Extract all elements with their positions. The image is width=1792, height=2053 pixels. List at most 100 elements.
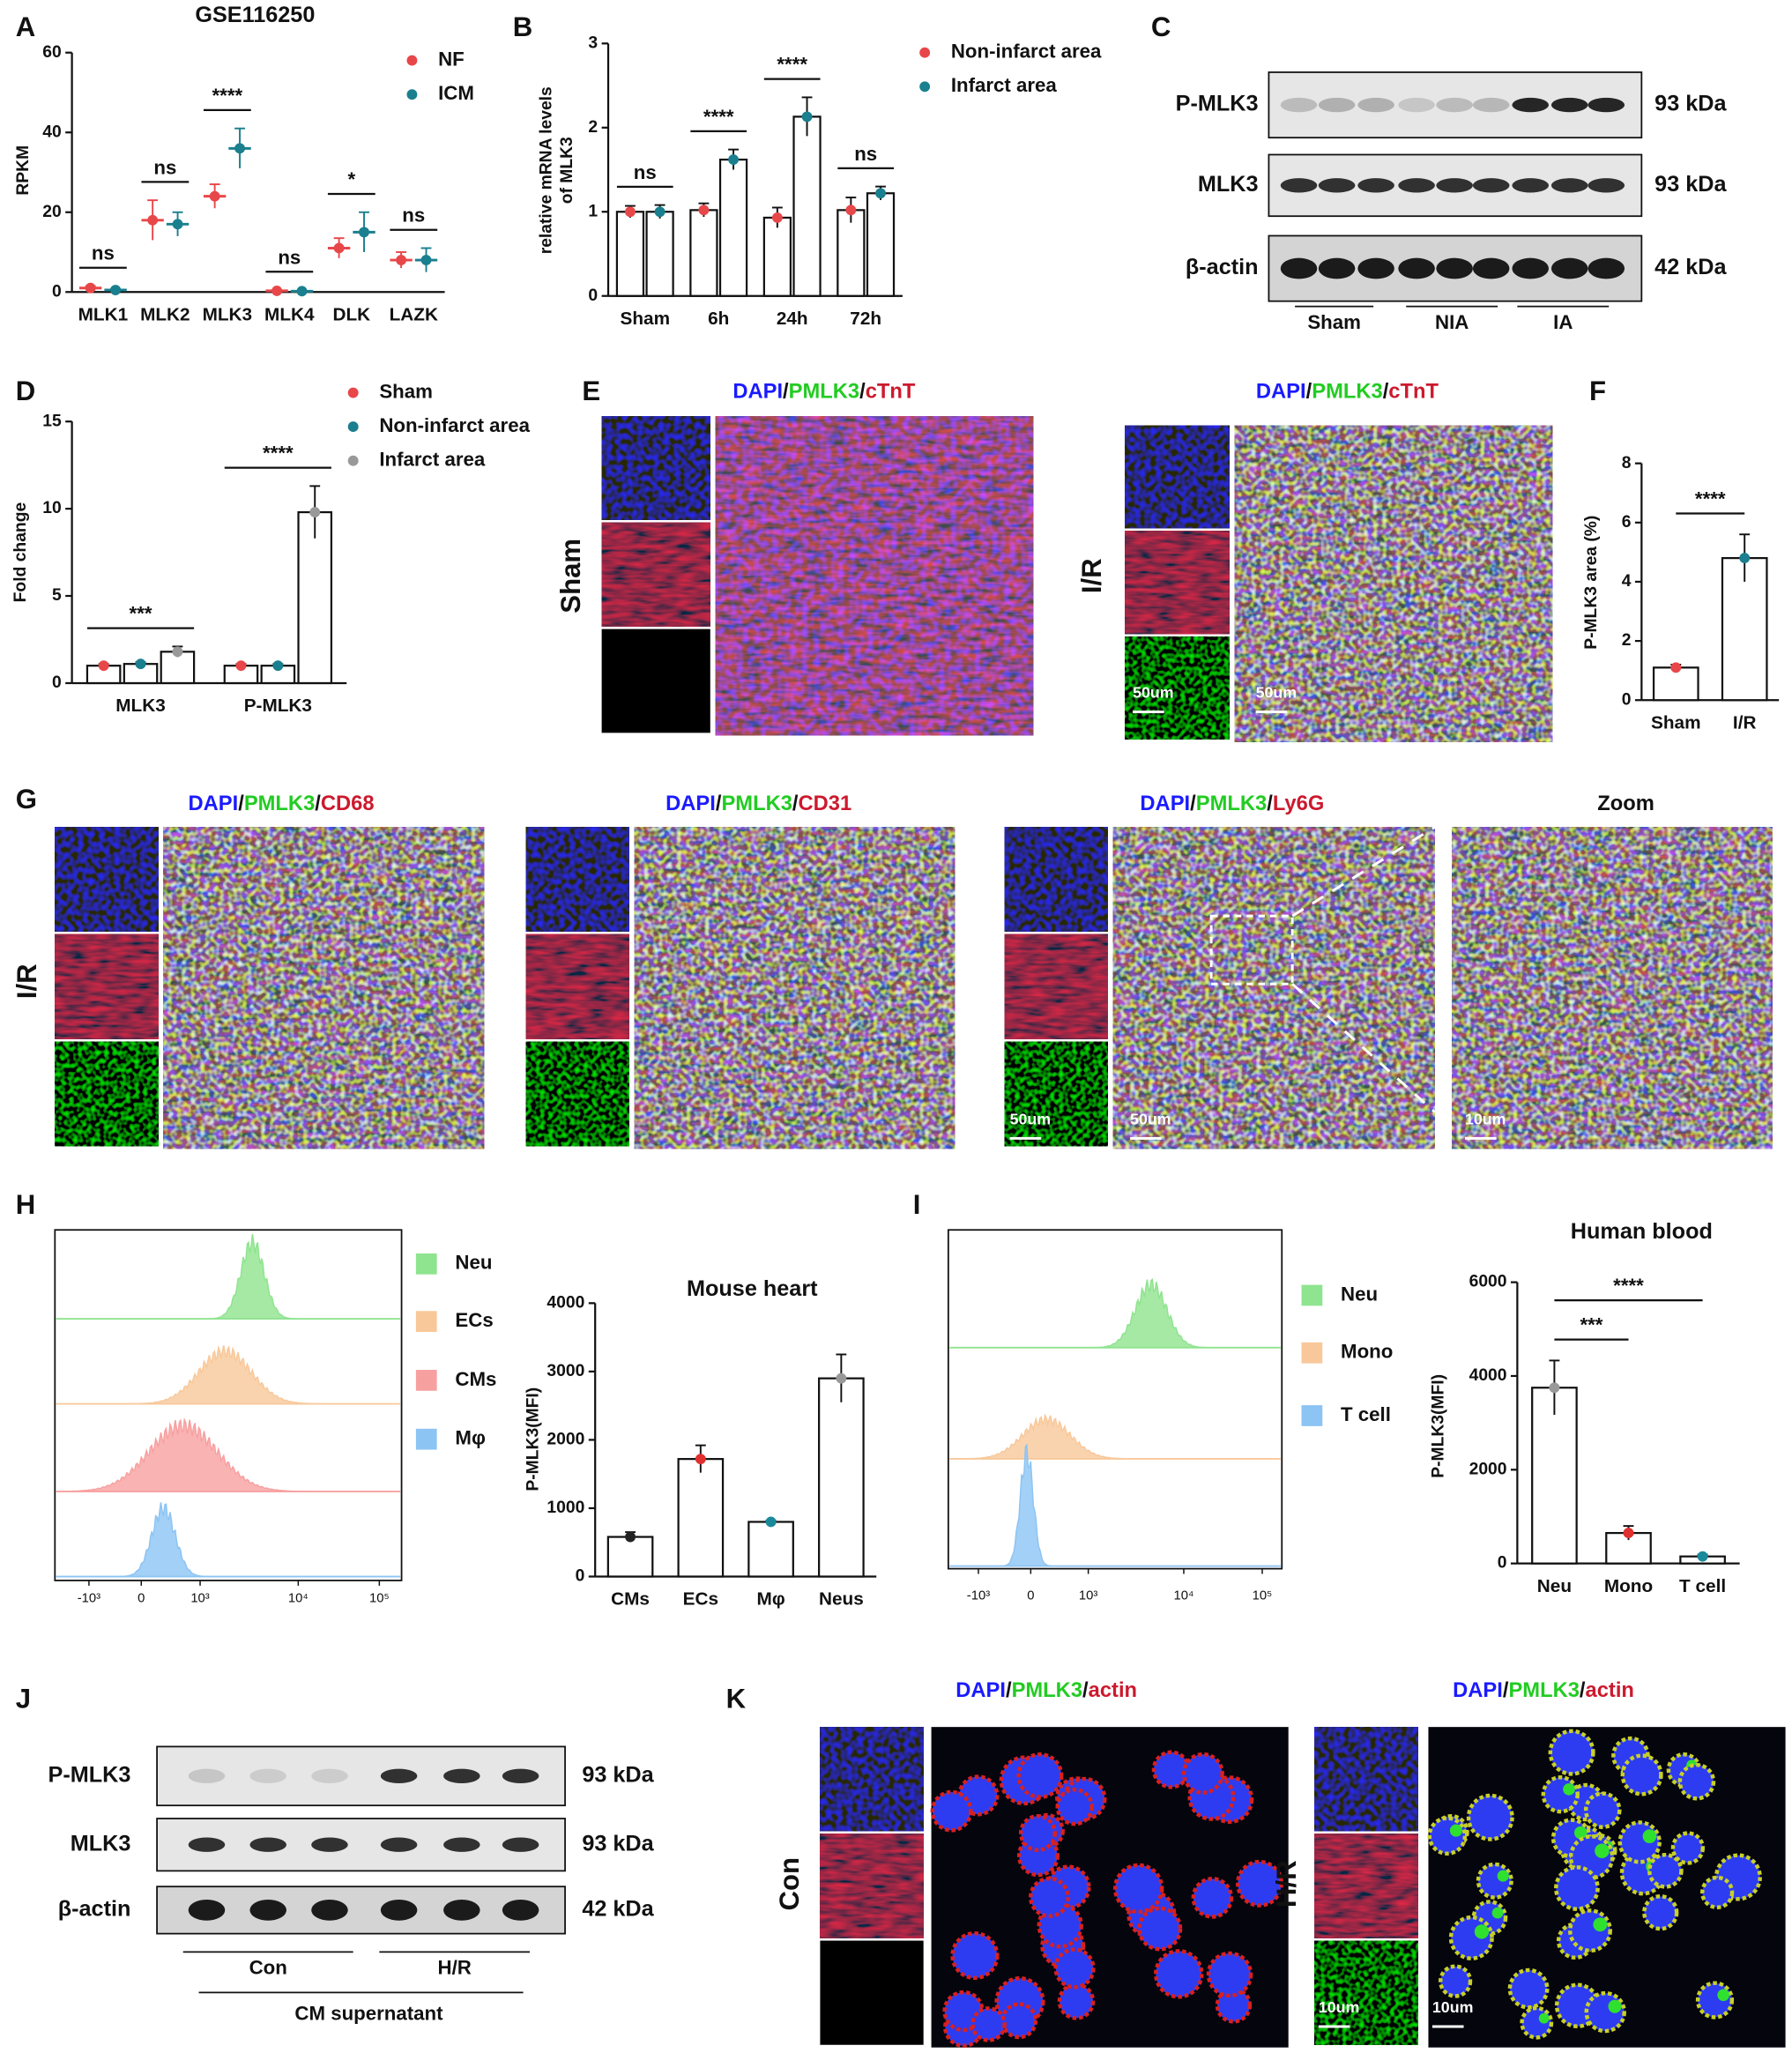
- stain-name: DAPI: [1140, 792, 1190, 815]
- cell-spot: [1593, 1917, 1608, 1932]
- y-tick-label: 40: [42, 123, 61, 141]
- cell: [1507, 1967, 1550, 2010]
- stain-title: DAPI/PMLK3/CD31: [665, 792, 851, 815]
- data-point: [110, 285, 122, 295]
- panel-label: G: [16, 784, 37, 815]
- separator: /: [859, 381, 866, 404]
- chart-title: Mouse heart: [687, 1276, 818, 1301]
- blot-band: [1318, 178, 1356, 193]
- group-label: IA: [1553, 311, 1573, 333]
- cell: [1018, 1814, 1058, 1853]
- channel-tile: [525, 934, 629, 1039]
- y-tick-label: 6000: [1469, 1273, 1507, 1291]
- channel-tile: [55, 1041, 159, 1147]
- y-tick-label: 2: [588, 118, 598, 137]
- stain-name: actin: [1586, 1679, 1634, 1702]
- x-tick-label: Neus: [819, 1589, 864, 1610]
- stain-name: PMLK3: [1508, 1679, 1579, 1702]
- panel-label: K: [726, 1684, 747, 1715]
- cell-spot: [1717, 1989, 1729, 2002]
- bar: [297, 510, 333, 685]
- legend-marker: [919, 47, 931, 58]
- x-tick-label: 0: [1027, 1589, 1034, 1603]
- merged-image: [1234, 425, 1553, 742]
- scale-bar-label: 10um: [1432, 1998, 1474, 2016]
- stain-name: cTnT: [1388, 381, 1439, 404]
- blot-band: [1436, 97, 1473, 113]
- stain-name: cTnT: [866, 381, 916, 404]
- condition-label: I/R: [11, 963, 42, 999]
- x-tick-label: DLK: [332, 304, 370, 324]
- size-label: 93 kDa: [1654, 172, 1727, 197]
- stain-title: DAPI/PMLK3/cTnT: [732, 381, 916, 404]
- protein-label: P-MLK3: [48, 1762, 131, 1787]
- scale-bar-label: 50um: [1130, 1110, 1171, 1127]
- size-label: 93 kDa: [582, 1831, 654, 1856]
- data-point: [728, 154, 740, 165]
- blot-band: [1550, 257, 1588, 279]
- blot-band: [1280, 97, 1318, 113]
- cell: [1206, 1951, 1253, 1998]
- blot-band: [188, 1768, 226, 1783]
- blot-band: [443, 1837, 480, 1852]
- cell: [1191, 1877, 1234, 1919]
- cell: [1427, 1816, 1468, 1856]
- legend-marker: [347, 421, 359, 433]
- separator: /: [1082, 1679, 1089, 1702]
- y-axis-label: RPKM: [14, 145, 33, 196]
- stain-title: DAPI/PMLK3/cTnT: [1256, 381, 1439, 404]
- legend-swatch: [1301, 1284, 1323, 1306]
- blot-band: [311, 1837, 348, 1852]
- legend-label: CMs: [455, 1368, 496, 1390]
- cell: [1677, 1762, 1716, 1801]
- cell: [930, 1789, 973, 1833]
- legend-label: Sham: [379, 380, 433, 402]
- x-tick-label: ECs: [683, 1589, 718, 1610]
- panel-label: I: [913, 1189, 921, 1220]
- panel-label: B: [513, 11, 533, 42]
- protein-label: MLK3: [71, 1831, 131, 1856]
- group-label: Con: [249, 1957, 287, 1979]
- stain-name: DAPI: [1256, 381, 1306, 404]
- cell: [1137, 1906, 1183, 1952]
- chart-title: GSE116250: [195, 3, 315, 27]
- y-tick-label: 20: [42, 203, 61, 221]
- blot-band: [1550, 97, 1588, 113]
- cell: [1647, 1852, 1684, 1889]
- x-tick-label: 10³: [1079, 1589, 1097, 1603]
- separator: /: [315, 792, 321, 815]
- y-axis-label: P-MLK3 area (%): [1582, 516, 1601, 650]
- blot-band: [380, 1768, 418, 1783]
- significance-label: ****: [1695, 488, 1726, 510]
- blot-band: [1357, 97, 1394, 113]
- y-axis-label: P-MLK3(MFI): [1429, 1374, 1447, 1478]
- scale-bar-label: 10um: [1319, 1998, 1360, 2016]
- blot-band: [1472, 178, 1510, 193]
- data-point: [209, 190, 220, 202]
- blot-strip: [156, 1745, 566, 1807]
- bar: [747, 1521, 794, 1578]
- condition-label: H/R: [1271, 1860, 1302, 1908]
- bar: [677, 1458, 725, 1578]
- data-point: [85, 282, 96, 294]
- cell: [1055, 1788, 1094, 1826]
- condition-label: Sham: [555, 539, 586, 614]
- y-tick-label: 6: [1622, 513, 1632, 532]
- stain-name: CD31: [799, 792, 852, 815]
- channel-tile: [1004, 827, 1108, 932]
- separator: /: [1267, 792, 1273, 815]
- cell: [1617, 1820, 1662, 1864]
- data-point: [771, 212, 783, 223]
- data-point: [875, 188, 886, 199]
- x-tick-label: MLK1: [78, 304, 129, 324]
- data-point: [625, 1531, 636, 1543]
- channel-tile: [1314, 1834, 1418, 1938]
- cell-spot: [1449, 1824, 1462, 1837]
- bar: [818, 1377, 865, 1578]
- protein-label: β-actin: [58, 1897, 131, 1922]
- x-tick-label: 0: [138, 1592, 145, 1606]
- x-tick-label: Mφ: [757, 1589, 785, 1610]
- data-point: [1670, 662, 1682, 673]
- x-tick-label: I/R: [1733, 712, 1757, 733]
- y-tick-label: 1: [588, 202, 598, 220]
